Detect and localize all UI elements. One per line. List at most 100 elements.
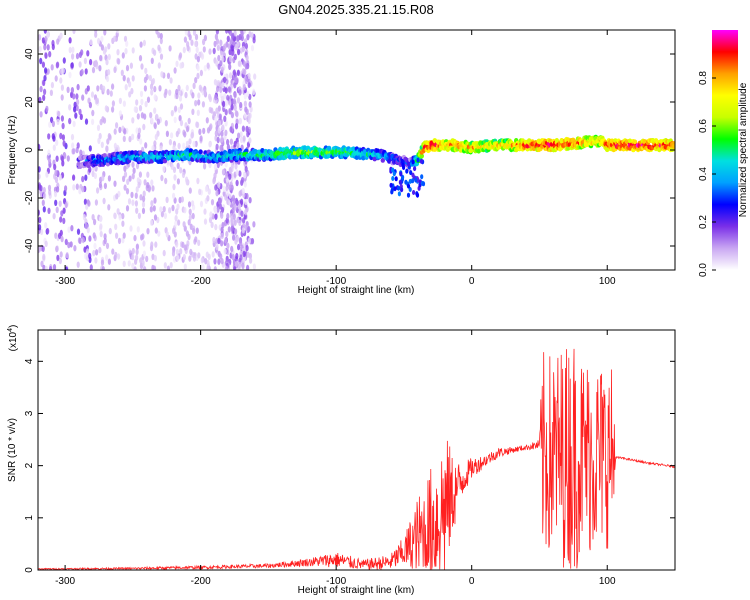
- noise-mark: [125, 40, 129, 47]
- noise-mark: [228, 30, 233, 36]
- noise-mark: [203, 65, 207, 72]
- noise-mark: [107, 258, 111, 265]
- noise-mark: [231, 254, 235, 261]
- noise-mark: [187, 201, 192, 208]
- noise-mark: [153, 85, 157, 93]
- noise-mark: [185, 140, 189, 148]
- ridge-mark: [419, 158, 423, 164]
- noise-mark: [175, 88, 179, 96]
- noise-mark: [47, 149, 51, 156]
- noise-mark: [166, 72, 171, 80]
- ridge-mark: [391, 176, 395, 181]
- noise-mark: [215, 243, 219, 251]
- noise-mark: [216, 136, 220, 144]
- ridge-mark: [397, 191, 401, 197]
- noise-mark: [196, 121, 200, 129]
- noise-mark: [159, 53, 164, 60]
- noise-mark: [150, 57, 154, 64]
- ridge-mark: [419, 153, 424, 159]
- noise-mark: [113, 35, 117, 42]
- noise-mark: [57, 110, 61, 118]
- ridge-mark: [143, 152, 148, 158]
- noise-mark: [186, 41, 190, 48]
- noise-mark: [90, 91, 95, 98]
- y-tick-label: 0: [24, 567, 35, 573]
- noise-mark: [164, 177, 168, 185]
- noise-mark: [93, 242, 97, 250]
- noise-mark: [50, 64, 54, 71]
- noise-mark: [81, 94, 85, 101]
- noise-mark: [183, 244, 187, 251]
- noise-mark: [232, 213, 236, 220]
- y-tick-label: 3: [24, 410, 35, 416]
- noise-mark: [243, 100, 247, 108]
- noise-mark: [68, 117, 72, 125]
- noise-mark: [219, 86, 223, 93]
- noise-mark: [102, 85, 106, 92]
- noise-mark: [60, 155, 65, 163]
- noise-mark: [50, 81, 55, 89]
- noise-mark: [131, 253, 135, 261]
- noise-mark: [242, 250, 246, 258]
- ridge-mark: [149, 158, 154, 164]
- noise-mark: [81, 175, 85, 183]
- noise-mark: [243, 68, 247, 76]
- noise-mark: [208, 95, 212, 103]
- noise-mark: [168, 207, 172, 214]
- noise-mark: [64, 201, 68, 209]
- noise-mark: [146, 182, 150, 189]
- noise-mark: [211, 251, 215, 258]
- noise-mark: [213, 40, 217, 48]
- noise-mark: [113, 128, 117, 135]
- noise-mark: [215, 80, 219, 87]
- noise-mark: [237, 243, 241, 251]
- noise-mark: [143, 85, 147, 92]
- noise-mark: [241, 262, 245, 269]
- noise-mark: [143, 76, 147, 84]
- noise-mark: [226, 242, 230, 249]
- noise-mark: [104, 105, 108, 112]
- noise-mark: [64, 185, 68, 192]
- noise-mark: [101, 174, 105, 182]
- noise-mark: [122, 75, 126, 82]
- noise-mark: [111, 83, 115, 90]
- noise-mark: [229, 138, 233, 145]
- noise-mark: [129, 225, 133, 232]
- noise-mark: [213, 163, 218, 171]
- noise-mark: [162, 165, 166, 172]
- noise-mark: [153, 49, 157, 56]
- noise-mark: [149, 112, 153, 119]
- noise-mark: [188, 208, 192, 215]
- noise-mark: [212, 177, 216, 185]
- noise-mark: [149, 219, 154, 226]
- ridge-mark: [408, 187, 412, 192]
- noise-mark: [151, 145, 155, 152]
- noise-mark: [174, 105, 178, 112]
- noise-mark: [56, 118, 60, 126]
- figure-title: GN04.2025.335.21.15.R08: [278, 2, 433, 17]
- noise-mark: [70, 62, 74, 69]
- noise-mark: [61, 134, 65, 141]
- x-tick-label: -300: [55, 576, 75, 587]
- noise-mark: [153, 122, 157, 130]
- noise-mark: [224, 237, 228, 244]
- spectrogram-x-label: Height of straight line (km): [298, 285, 415, 296]
- noise-mark: [184, 91, 188, 99]
- noise-mark: [175, 208, 179, 215]
- noise-mark: [221, 124, 225, 131]
- noise-mark: [67, 226, 71, 233]
- noise-mark: [170, 163, 174, 170]
- noise-mark: [172, 144, 176, 151]
- noise-mark: [56, 61, 60, 68]
- noise-mark: [38, 34, 42, 41]
- noise-mark: [202, 127, 206, 135]
- noise-mark: [134, 192, 138, 199]
- noise-mark: [78, 51, 82, 58]
- noise-mark: [121, 212, 125, 220]
- noise-mark: [68, 37, 72, 44]
- noise-mark: [133, 234, 137, 242]
- noise-mark: [84, 68, 88, 75]
- noise-mark: [139, 138, 143, 145]
- noise-mark: [201, 101, 205, 108]
- noise-mark: [182, 221, 186, 228]
